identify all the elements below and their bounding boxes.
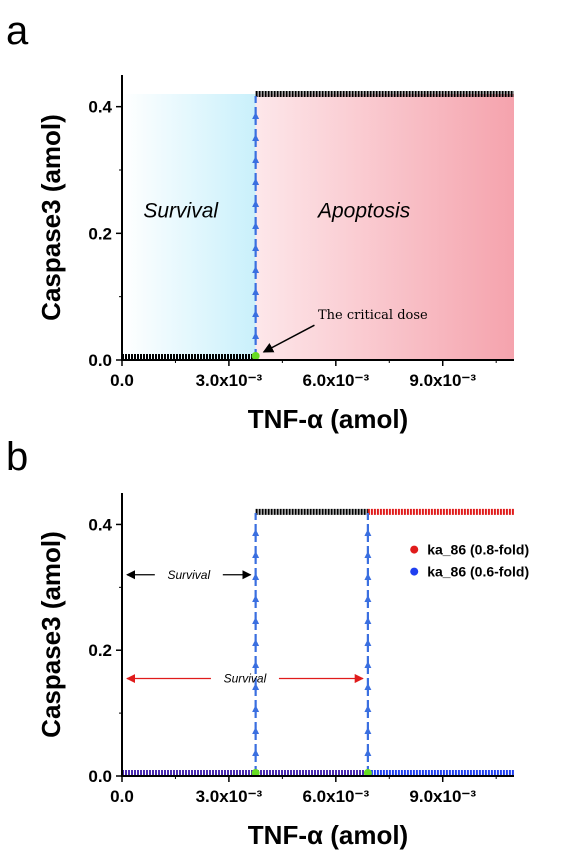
panel-b-threshold-1-arrowhead [252, 727, 260, 734]
panel-b-x-tick-label: 0.0 [110, 787, 134, 806]
panel-a-critical-dashed-arrowhead [252, 178, 260, 185]
panel-a-x-tick-label: 0.0 [110, 371, 134, 390]
panel-b-threshold-2-arrowhead [364, 573, 372, 580]
panel-b-threshold-1-arrowhead [252, 529, 260, 536]
panel-b-threshold-1-arrowhead [252, 617, 260, 624]
legend: ka_86 (0.8-fold) ka_86 (0.6-fold) [410, 542, 529, 580]
panel-a-y-axis-label: Caspase3 (amol) [36, 114, 66, 321]
panel-b-threshold-1-arrowhead [252, 639, 260, 646]
panel-b: Survival Survival ka_86 (0.8-fold) ka_86… [36, 493, 529, 850]
panel-b-x-axis-label: TNF-α (amol) [248, 820, 408, 850]
legend-label-0-6-fold: ka_86 (0.6-fold) [427, 564, 529, 580]
panel-b-threshold-1-arrowhead [252, 705, 260, 712]
survival-label-black: Survival [167, 568, 210, 582]
panel-b-x-tick-label: 6.0x10⁻³ [302, 787, 369, 806]
survival-label-red: Survival [224, 672, 267, 686]
panel-b-threshold-1-arrowhead [252, 683, 260, 690]
legend-marker-0-6-fold [410, 567, 419, 576]
panel-a-critical-dashed-arrowhead [252, 112, 260, 119]
panel-a-y-tick-label: 0.2 [88, 224, 112, 243]
region-apoptosis-label: Apoptosis [316, 200, 411, 223]
panel-b-axes [121, 493, 514, 777]
panel-b-threshold-1-arrowhead [252, 551, 260, 558]
critical-dose-annotation: The critical dose [318, 308, 428, 323]
panel-b-y-tick-label: 0.4 [88, 515, 112, 534]
critical-dose-line [252, 94, 260, 356]
panel-a-critical-dashed-arrowhead [252, 244, 260, 251]
panel-a-y-tick-label: 0.0 [88, 351, 112, 370]
panel-a-axes [121, 75, 514, 361]
panel-a: Survival Apoptosis The critical dose 0.0… [36, 75, 515, 434]
panel-a-x-tick-label: 3.0x10⁻³ [196, 371, 263, 390]
panel-b-threshold-2-arrowhead [364, 529, 372, 536]
critical-dose-point [251, 352, 260, 360]
panel-a-x-tick-label: 6.0x10⁻³ [302, 371, 369, 390]
panel-letter-b: b [6, 435, 28, 479]
panel-a-critical-dashed-arrowhead [252, 222, 260, 229]
panel-letter-a: a [6, 9, 29, 53]
panel-b-x-tick-label: 9.0x10⁻³ [409, 787, 476, 806]
panel-b-threshold-1-arrowhead [252, 661, 260, 668]
panel-a-critical-dashed-arrowhead [252, 332, 260, 339]
legend-label-0-8-fold: ka_86 (0.8-fold) [427, 542, 529, 558]
panel-a-critical-dashed-arrowhead [252, 200, 260, 207]
panel-a-ticks: 0.0 3.0x10⁻³ 6.0x10⁻³ 9.0x10⁻³ 0.0 0.2 0.4 [88, 98, 497, 390]
panel-a-critical-dashed-arrowhead [252, 266, 260, 273]
panel-b-x-tick-label: 3.0x10⁻³ [196, 787, 263, 806]
panel-b-threshold-1-arrowhead [252, 595, 260, 602]
panel-a-series [122, 91, 514, 360]
threshold-lines [251, 511, 372, 777]
panel-a-critical-dashed-arrowhead [252, 156, 260, 163]
panel-a-y-tick-label: 0.4 [88, 98, 112, 117]
panel-a-x-axis-label: TNF-α (amol) [248, 404, 408, 434]
panel-b-threshold-2-arrowhead [364, 595, 372, 602]
region-survival-label: Survival [143, 200, 219, 223]
panel-b-threshold-1-arrowhead [252, 573, 260, 580]
panel-a-critical-dashed-arrowhead [252, 134, 260, 141]
panel-b-y-tick-label: 0.0 [88, 767, 112, 786]
panel-b-y-tick-label: 0.2 [88, 641, 112, 660]
legend-marker-0-8-fold [410, 545, 419, 554]
panel-b-threshold-2-arrowhead [364, 705, 372, 712]
panel-b-threshold-2-arrowhead [364, 639, 372, 646]
panel-b-ticks: 0.0 3.0x10⁻³ 6.0x10⁻³ 9.0x10⁻³ 0.0 0.2 0.4 [88, 515, 497, 806]
critical-dose-arrow [262, 324, 315, 353]
panel-b-threshold-2-arrowhead [364, 749, 372, 756]
panel-a-critical-dashed-arrowhead [252, 288, 260, 295]
panel-b-threshold-2-arrowhead [364, 683, 372, 690]
panel-b-threshold-1-arrowhead [252, 749, 260, 756]
panel-a-critical-dashed-arrowhead [252, 310, 260, 317]
panel-b-series [122, 508, 514, 776]
panel-a-x-tick-label: 9.0x10⁻³ [409, 371, 476, 390]
region-survival-bg [122, 94, 256, 360]
region-apoptosis-bg [255, 94, 515, 360]
panel-b-threshold-2-arrowhead [364, 551, 372, 558]
panel-b-threshold-2-arrowhead [364, 661, 372, 668]
panel-b-threshold-2-arrowhead [364, 617, 372, 624]
panel-b-threshold-2-arrowhead [364, 727, 372, 734]
panel-b-y-axis-label: Caspase3 (amol) [36, 531, 66, 738]
